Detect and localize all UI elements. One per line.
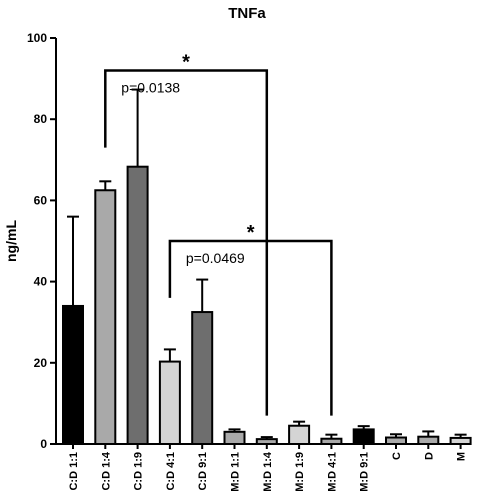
p-value-label-1: p=0.0469: [186, 250, 245, 266]
y-tick-label-2: 40: [34, 275, 48, 289]
bar-4: [191, 311, 214, 445]
bar-7: [288, 424, 311, 446]
significance-bracket-1: [168, 239, 333, 416]
significance-star-0: *: [182, 51, 190, 73]
axes-group: 0 20 40 60 80 100 C:D 1:1 C:D 1:4 C:D 1:9 C:D 4:1…: [27, 31, 470, 492]
bar-3: [158, 360, 181, 445]
y-tick-label-0: 0: [40, 437, 47, 451]
x-tick-label-2: C:D 1:9: [133, 452, 145, 491]
bar-11: [417, 435, 440, 445]
significance-bracket-0: [104, 69, 269, 416]
x-tick-label-4: C:D 9:1: [197, 452, 209, 491]
x-tick-label-11: D: [423, 452, 435, 460]
x-tick-label-8: M:D 4:1: [326, 452, 338, 492]
x-tick-label-6: M:D 1:4: [262, 451, 274, 492]
y-tick-label-4: 80: [34, 112, 48, 126]
chart-title: TNFa: [228, 5, 266, 22]
x-tick-label-10: C: [391, 452, 403, 460]
bar-1: [94, 189, 117, 445]
x-tick-label-7: M:D 1:9: [294, 452, 306, 492]
x-tick-label-0: C:D 1:1: [68, 452, 80, 491]
y-axis-label: ng/mL: [3, 220, 19, 262]
error-bars-group: [67, 88, 467, 440]
y-tick-label-1: 20: [34, 356, 48, 370]
x-tick-label-9: M:D 9:1: [359, 452, 371, 492]
y-tick-label-5: 100: [27, 31, 47, 45]
x-tick-label-1: C:D 1:4: [100, 451, 112, 490]
significance-star-1: *: [247, 222, 255, 244]
x-tick-label-5: M:D 1:1: [230, 452, 242, 492]
bar-5: [223, 430, 246, 446]
bar-2: [126, 165, 149, 445]
p-value-label-0: p=0.0138: [121, 79, 180, 95]
x-tick-label-3: C:D 4:1: [165, 452, 177, 491]
y-tick-label-3: 60: [34, 193, 48, 207]
annotations-group: *p=0.0138*p=0.0469: [104, 51, 333, 416]
bar-0: [62, 304, 84, 445]
x-tick-label-12: M: [456, 452, 468, 461]
bar-9: [352, 428, 375, 446]
bars-group: [62, 165, 472, 446]
